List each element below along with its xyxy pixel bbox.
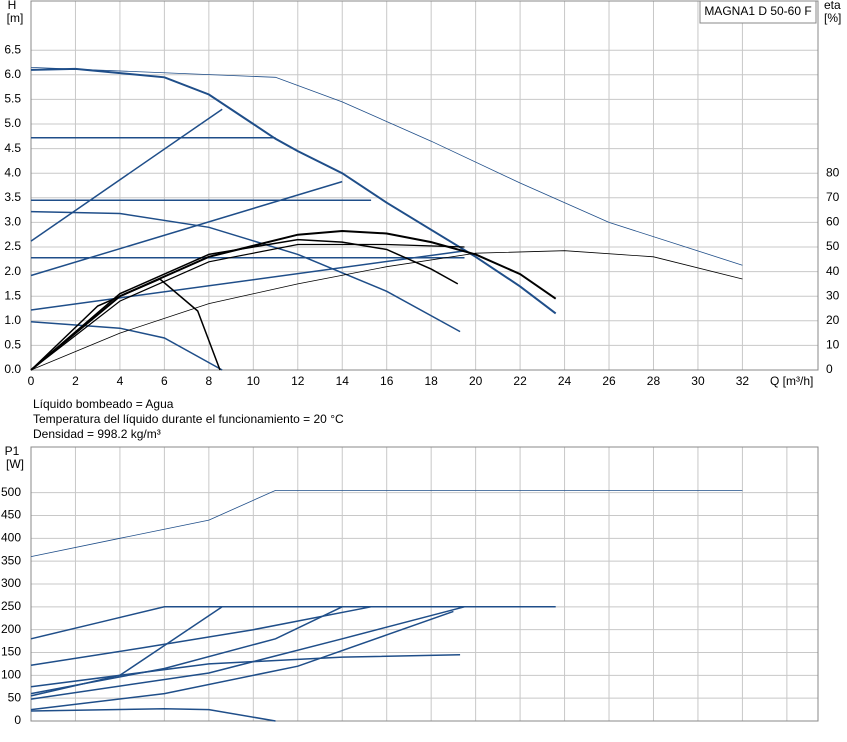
y-tick-label: 4.0 [4, 165, 21, 179]
curve [30, 707, 276, 722]
y-tick-label: 200 [1, 622, 21, 636]
curve [30, 606, 343, 695]
y-tick-label: 450 [1, 508, 21, 522]
x-tick-label: 18 [424, 374, 438, 388]
y-tick-label: 1.5 [4, 288, 21, 302]
y-tick-label: 6.0 [4, 67, 21, 81]
y-tick-label: 50 [8, 690, 22, 704]
x-tick-label: 24 [558, 374, 572, 388]
curve [30, 606, 372, 667]
y2-tick-label: 50 [826, 239, 840, 253]
y2-tick-label: 70 [826, 190, 840, 204]
y2-tick-label: 30 [826, 288, 840, 302]
curve [30, 67, 557, 315]
note: Densidad = 998.2 kg/m³ [33, 427, 161, 441]
x-tick-label: 10 [247, 374, 261, 388]
y-tick-label: 350 [1, 553, 21, 567]
x-tick-label: 0 [28, 374, 35, 388]
y-tick-label: 0 [14, 713, 21, 727]
y-tick-label: 250 [1, 599, 21, 613]
curve [30, 108, 223, 242]
legend-title: MAGNA1 D 50-60 F [704, 4, 811, 18]
plot-frame [30, 0, 819, 371]
y-tick-label: 5.5 [4, 92, 21, 106]
curve [30, 606, 465, 700]
curve [30, 243, 465, 371]
plot-frame [30, 446, 819, 722]
x-tick-label: 28 [647, 374, 661, 388]
curve [30, 229, 557, 371]
y-axis-label: H [8, 0, 17, 12]
curve [30, 610, 454, 711]
curve [30, 238, 459, 371]
y-tick-label: 4.5 [4, 141, 21, 155]
y-tick-label: 0.5 [4, 338, 21, 352]
x-axis-label: Q [m³/h] [770, 374, 813, 388]
x-tick-label: 26 [602, 374, 616, 388]
y-tick-label: 6.5 [4, 42, 21, 56]
y-tick-label: 500 [1, 485, 21, 499]
x-tick-label: 8 [206, 374, 213, 388]
y-tick-label: 5.0 [4, 116, 21, 130]
y2-axis-label: eta [824, 0, 841, 12]
x-tick-label: 20 [469, 374, 483, 388]
curve [30, 67, 743, 266]
x-tick-label: 14 [336, 374, 350, 388]
y-axis-unit: [m] [7, 11, 24, 25]
y-tick-label: 3.5 [4, 190, 21, 204]
y-axis-unit: [W] [6, 457, 24, 471]
y-tick-label: 100 [1, 668, 21, 682]
y2-tick-label: 20 [826, 313, 840, 327]
y2-tick-label: 80 [826, 165, 840, 179]
x-tick-label: 16 [380, 374, 394, 388]
y-axis-label: P1 [5, 444, 20, 458]
curve [30, 606, 556, 640]
note: Temperatura del líquido durante el funci… [33, 412, 344, 426]
y2-tick-label: 60 [826, 215, 840, 229]
legend-box [699, 0, 817, 24]
curve [30, 180, 343, 277]
y-tick-label: 3.0 [4, 215, 21, 229]
y-tick-label: 400 [1, 531, 21, 545]
y-tick-label: 150 [1, 645, 21, 659]
x-tick-label: 6 [161, 374, 168, 388]
y2-tick-label: 40 [826, 264, 840, 278]
x-tick-label: 12 [291, 374, 305, 388]
y-tick-label: 2.0 [4, 264, 21, 278]
curve [30, 490, 743, 557]
curve [30, 210, 461, 333]
curve [30, 321, 223, 371]
x-tick-label: 22 [513, 374, 527, 388]
x-tick-label: 30 [691, 374, 705, 388]
curve [30, 250, 465, 311]
curve [30, 250, 743, 371]
y2-axis-unit: [%] [824, 11, 841, 25]
y-tick-label: 300 [1, 576, 21, 590]
y-tick-label: 1.0 [4, 313, 21, 327]
y2-tick-label: 0 [826, 362, 833, 376]
y-tick-label: 0.0 [4, 362, 21, 376]
y-tick-label: 2.5 [4, 239, 21, 253]
y2-tick-label: 10 [826, 338, 840, 352]
x-tick-label: 2 [72, 374, 79, 388]
curve [30, 654, 461, 688]
x-tick-label: 4 [117, 374, 124, 388]
note: Líquido bombeado = Agua [33, 397, 174, 411]
x-tick-label: 32 [736, 374, 750, 388]
